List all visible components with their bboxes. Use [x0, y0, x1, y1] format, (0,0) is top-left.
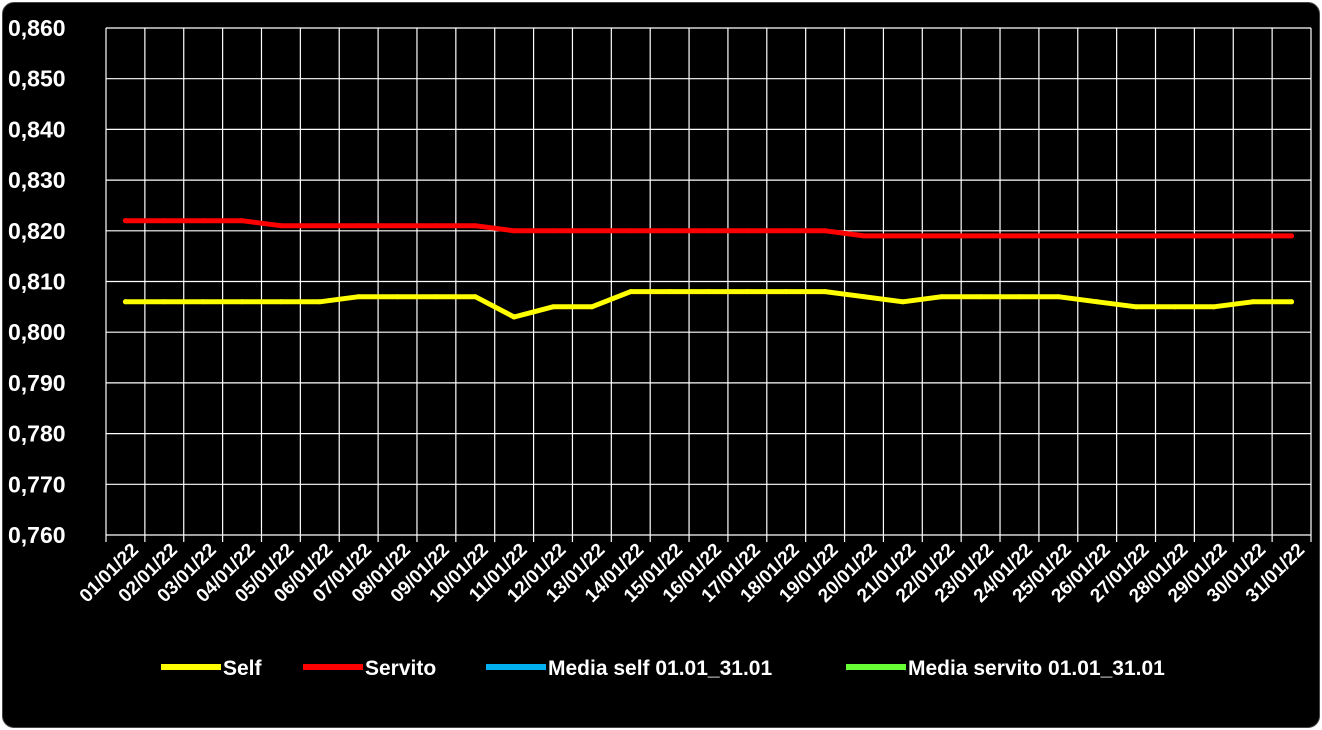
data-point-servito — [1250, 233, 1256, 239]
data-point-self — [1250, 299, 1256, 305]
data-point-self — [900, 299, 906, 305]
data-point-self — [317, 299, 323, 305]
data-point-self — [395, 294, 401, 300]
data-point-servito — [706, 228, 711, 234]
line-chart: 0,760 0,770 0,780 0,790 0,800 0,810 0,820 0,830… — [8, 15, 1312, 680]
y-tick-label: 0,770 — [8, 471, 66, 497]
data-point-servito — [200, 218, 206, 224]
data-point-servito — [861, 233, 867, 239]
data-point-self — [122, 299, 128, 305]
data-point-servito — [356, 223, 362, 229]
data-point-self — [161, 299, 167, 305]
data-point-servito — [1016, 233, 1022, 239]
data-point-self — [706, 289, 711, 295]
data-point-self — [278, 299, 284, 305]
y-tick-label: 0,790 — [8, 370, 66, 396]
data-point-servito — [239, 218, 245, 224]
y-tick-label: 0,800 — [8, 319, 66, 345]
data-point-self — [356, 294, 362, 300]
data-point-servito — [550, 228, 556, 234]
data-point-self — [1172, 304, 1178, 310]
data-point-self — [200, 299, 206, 305]
data-point-servito — [472, 223, 478, 229]
data-point-servito — [122, 218, 128, 224]
data-point-servito — [1172, 233, 1178, 239]
data-point-self — [783, 289, 789, 295]
legend-label: Media servito 01.01_31.01 — [908, 657, 1165, 680]
data-point-servito — [511, 228, 517, 234]
data-point-servito — [1133, 233, 1139, 239]
y-tick-label: 0,810 — [8, 269, 66, 295]
data-point-self — [861, 294, 867, 300]
data-point-self — [1289, 299, 1295, 305]
data-point-servito — [161, 218, 167, 224]
data-point-servito — [783, 228, 789, 234]
data-point-servito — [900, 233, 906, 239]
data-point-self — [1133, 304, 1139, 310]
data-point-self — [822, 289, 828, 295]
data-point-self — [550, 304, 556, 310]
data-point-self — [628, 289, 634, 295]
data-point-servito — [822, 228, 828, 234]
data-point-servito — [1094, 233, 1100, 239]
data-point-self — [1211, 304, 1217, 310]
data-point-servito — [1211, 233, 1217, 239]
data-point-self — [1016, 294, 1022, 300]
legend-label: Media self 01.01_31.01 — [548, 657, 772, 680]
data-point-self — [511, 314, 517, 320]
data-point-self — [939, 294, 945, 300]
y-tick-label: 0,850 — [8, 66, 66, 92]
data-point-servito — [278, 223, 284, 229]
data-point-self — [1094, 299, 1100, 305]
data-point-servito — [589, 228, 595, 234]
data-point-self — [589, 304, 595, 310]
data-point-self — [667, 289, 673, 295]
y-tick-label: 0,820 — [8, 218, 66, 244]
data-point-self — [978, 294, 984, 300]
data-point-self — [744, 289, 750, 295]
y-tick-label: 0,830 — [8, 167, 66, 193]
data-point-servito — [667, 228, 673, 234]
y-tick-label: 0,760 — [8, 522, 66, 548]
data-point-servito — [317, 223, 323, 229]
y-tick-label: 0,840 — [8, 116, 66, 142]
legend-label: Self — [223, 657, 263, 680]
y-tick-label: 0,780 — [8, 421, 66, 447]
data-point-self — [239, 299, 245, 305]
data-point-servito — [1055, 233, 1061, 239]
data-point-self — [1055, 294, 1061, 300]
y-tick-label: 0,860 — [8, 15, 66, 41]
data-point-servito — [395, 223, 401, 229]
data-point-self — [472, 294, 478, 300]
data-point-servito — [939, 233, 945, 239]
data-point-self — [433, 294, 439, 300]
data-point-servito — [628, 228, 634, 234]
data-point-servito — [978, 233, 984, 239]
data-point-servito — [744, 228, 750, 234]
legend-label: Servito — [365, 657, 436, 680]
data-point-servito — [1289, 233, 1295, 239]
data-point-servito — [433, 223, 439, 229]
